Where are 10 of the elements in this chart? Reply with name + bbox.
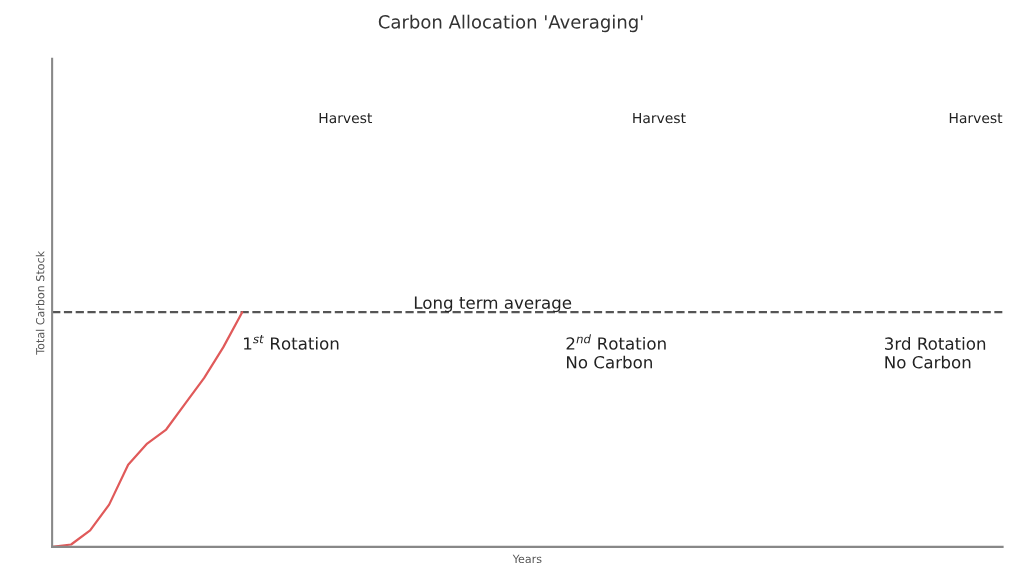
annotation: 1$^{st}$ Rotation xyxy=(244,334,339,350)
ref-line-label: Long term average xyxy=(414,296,572,313)
annotation: 2$^{nd}$ Rotation No Carbon xyxy=(566,334,666,369)
x-axis-title: Years xyxy=(512,554,542,564)
y-axis-title: Total Carbon Stock xyxy=(35,250,45,355)
text: Harvest xyxy=(949,112,1003,124)
chart-title: Carbon Allocation 'Averaging' xyxy=(378,14,643,33)
text: Harvest xyxy=(633,112,686,124)
annotation: 3rd Rotation No Carbon xyxy=(885,336,986,369)
text: Harvest xyxy=(319,112,373,124)
